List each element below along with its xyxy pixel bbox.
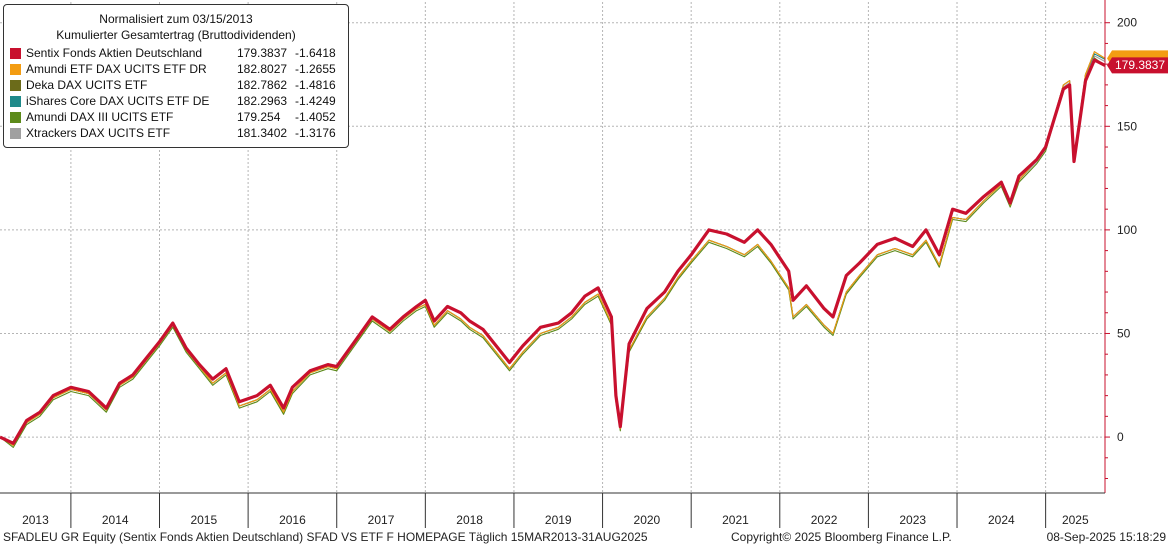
x-tick-label: 2022 bbox=[811, 513, 838, 527]
legend-swatch bbox=[10, 80, 21, 91]
legend-item-name: Xtrackers DAX UCITS ETF bbox=[26, 126, 171, 140]
last-value-markers bbox=[1107, 50, 1168, 74]
footer-copyright: Copyright© 2025 Bloomberg Finance L.P. bbox=[731, 530, 952, 544]
x-tick-label: 2019 bbox=[545, 513, 572, 527]
legend-item-value: 182.2963 bbox=[237, 94, 288, 108]
legend-swatch bbox=[10, 112, 21, 123]
y-tick-label: 100 bbox=[1117, 223, 1137, 237]
legend-item-value: 182.8027 bbox=[237, 62, 288, 76]
legend-item-value: 179.254 bbox=[237, 110, 281, 124]
legend-item: Amundi DAX III UCITS ETF 179.254 -1.4052 bbox=[10, 110, 346, 126]
legend-item: Sentix Fonds Aktien Deutschland 179.3837… bbox=[10, 46, 346, 62]
series-layer bbox=[0, 51, 1106, 448]
legend-item-name: Amundi DAX III UCITS ETF bbox=[26, 110, 174, 124]
y-tick-label: 50 bbox=[1117, 326, 1131, 340]
chart-footer: SFADLEU GR Equity (Sentix Fonds Aktien D… bbox=[0, 528, 1170, 546]
legend-item: iShares Core DAX UCITS ETF DE 182.2963 -… bbox=[10, 94, 346, 110]
footer-timestamp: 08-Sep-2025 15:18:29 bbox=[1046, 530, 1166, 544]
legend-item: Xtrackers DAX UCITS ETF 181.3402 -1.3176 bbox=[10, 126, 346, 142]
x-tick-label: 2023 bbox=[899, 513, 926, 527]
y-tick-label: 150 bbox=[1117, 119, 1137, 133]
x-tick-label: 2024 bbox=[988, 513, 1015, 527]
legend-subtitle: Kumulierter Gesamtertrag (Bruttodividend… bbox=[56, 28, 296, 42]
x-tick-label: 2021 bbox=[722, 513, 749, 527]
legend-item-change: -1.2655 bbox=[295, 62, 336, 76]
y-tick-label: 0 bbox=[1117, 430, 1124, 444]
legend-item-value: 181.3402 bbox=[237, 126, 288, 140]
legend-item-name: Deka DAX UCITS ETF bbox=[26, 78, 148, 92]
legend-item: Deka DAX UCITS ETF 182.7862 -1.4816 bbox=[10, 78, 346, 94]
x-tick-label: 2015 bbox=[190, 513, 217, 527]
y-axis-ticks: 0 50 100 150 200 bbox=[1105, 16, 1137, 479]
legend-item: Amundi ETF DAX UCITS ETF DR 182.8027 -1.… bbox=[10, 62, 346, 78]
legend-item-name: iShares Core DAX UCITS ETF DE bbox=[26, 94, 210, 108]
x-tick-label: 2018 bbox=[456, 513, 483, 527]
legend-item-change: -1.4249 bbox=[295, 94, 336, 108]
legend-item-value: 179.3837 bbox=[237, 46, 288, 60]
chart-axes bbox=[0, 0, 1106, 494]
legend-item-name: Amundi ETF DAX UCITS ETF DR bbox=[26, 62, 207, 76]
legend-item-change: -1.6418 bbox=[295, 46, 336, 60]
legend-swatch bbox=[10, 64, 21, 75]
footer-source: SFADLEU GR Equity (Sentix Fonds Aktien D… bbox=[3, 530, 648, 544]
legend-item-name: Sentix Fonds Aktien Deutschland bbox=[26, 46, 203, 60]
legend-swatch bbox=[10, 128, 21, 139]
legend-title: Normalisiert zum 03/15/2013 bbox=[99, 12, 253, 26]
x-axis-ticks: 2013 2014 2015 2016 2017 2018 2019 2020 2021 2022… bbox=[22, 493, 1089, 528]
x-tick-label: 2025 bbox=[1062, 513, 1089, 527]
legend-swatch bbox=[10, 48, 21, 59]
last-value-marker-0 bbox=[1107, 57, 1168, 74]
x-tick-label: 2014 bbox=[102, 513, 129, 527]
last-value-label: 179.3837 bbox=[1114, 58, 1166, 73]
legend-item-value: 182.7862 bbox=[237, 78, 288, 92]
legend-swatch bbox=[10, 96, 21, 107]
legend-item-change: -1.4816 bbox=[295, 78, 336, 92]
series-line-4 bbox=[0, 57, 1106, 448]
legend-item-change: -1.3176 bbox=[295, 126, 336, 140]
x-tick-label: 2017 bbox=[368, 513, 395, 527]
x-tick-label: 2013 bbox=[22, 513, 49, 527]
x-tick-label: 2020 bbox=[634, 513, 661, 527]
chart-legend: Normalisiert zum 03/15/2013 Kumulierter … bbox=[3, 4, 349, 148]
series-line-0 bbox=[0, 58, 1106, 445]
legend-item-change: -1.4052 bbox=[295, 110, 336, 124]
y-tick-label: 200 bbox=[1117, 16, 1137, 30]
x-tick-label: 2016 bbox=[279, 513, 306, 527]
